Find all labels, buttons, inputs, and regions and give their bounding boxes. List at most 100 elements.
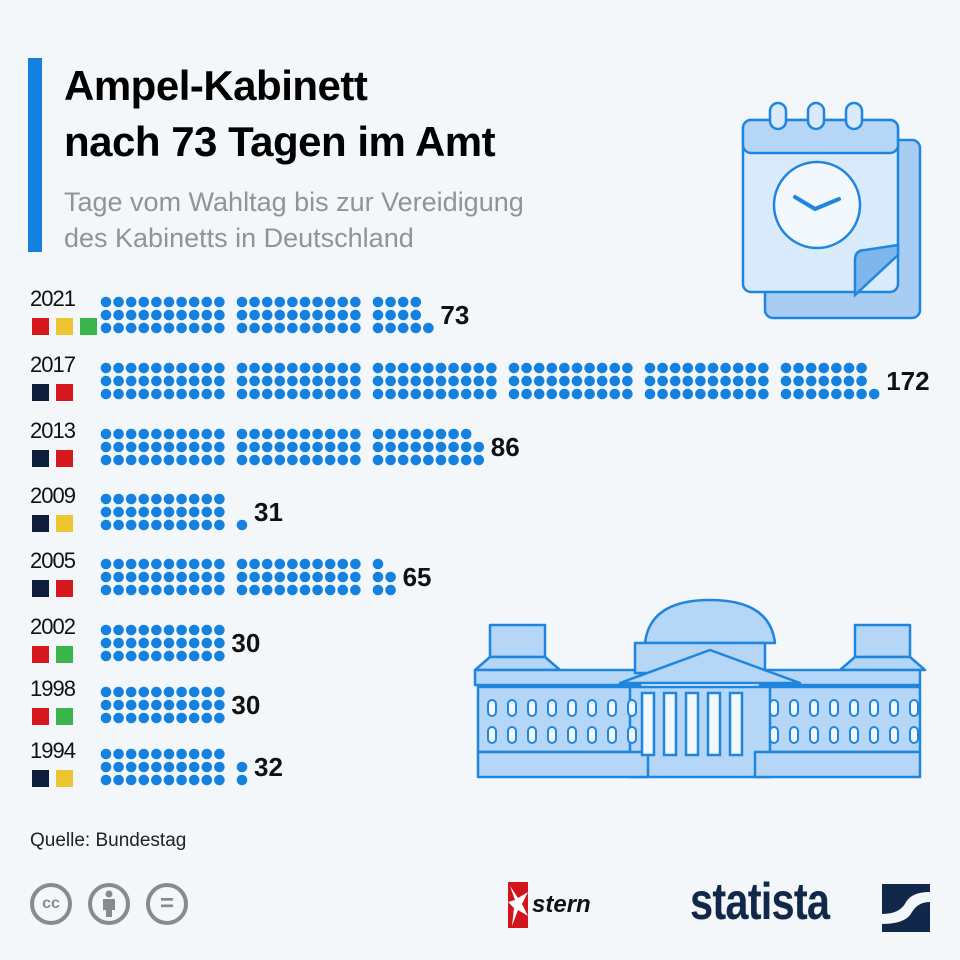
day-dot — [100, 712, 112, 724]
statista-wordmark: statista — [690, 873, 830, 931]
day-dot — [201, 309, 213, 321]
day-dot — [596, 362, 608, 374]
day-dot — [410, 428, 422, 440]
day-dot — [236, 362, 248, 374]
subtitle: Tage vom Wahltag bis zur Vereidigung des… — [64, 184, 524, 256]
day-dot — [138, 637, 150, 649]
no-derivatives-icon: = — [146, 883, 188, 925]
day-dot — [100, 454, 112, 466]
building-window — [627, 699, 637, 717]
calendar-clock-icon — [741, 101, 922, 320]
day-dot — [151, 519, 162, 531]
value-label: 172 — [886, 366, 930, 396]
building-window — [909, 726, 919, 744]
day-dot — [622, 362, 633, 374]
day-dot — [324, 309, 336, 321]
day-dot — [460, 362, 472, 374]
day-dot — [163, 712, 175, 724]
day-dot — [100, 774, 112, 786]
day-dot — [188, 519, 200, 531]
day-dot — [460, 441, 472, 453]
day-dot — [138, 322, 150, 334]
day-dot — [261, 454, 273, 466]
stern-wordmark: stern — [532, 891, 591, 918]
day-dot — [274, 571, 286, 583]
day-dot — [214, 761, 225, 773]
day-dot — [214, 309, 225, 321]
day-dot — [201, 493, 213, 505]
day-dot — [138, 362, 150, 374]
day-dot — [214, 322, 225, 334]
day-dot — [448, 388, 459, 400]
day-dot — [261, 441, 273, 453]
day-dot — [324, 296, 336, 308]
day-dot — [201, 712, 213, 724]
day-dot — [644, 362, 656, 374]
day-dot — [188, 428, 200, 440]
day-dot — [312, 362, 323, 374]
day-dot — [125, 493, 137, 505]
day-dot — [337, 322, 349, 334]
day-dot — [151, 624, 162, 636]
day-dot — [236, 558, 248, 570]
day-dot — [176, 712, 187, 724]
day-dot — [151, 375, 162, 387]
building-window — [547, 726, 557, 744]
day-dot — [138, 441, 150, 453]
day-dot — [707, 375, 719, 387]
coalition-swatches — [32, 318, 97, 335]
day-dot — [100, 637, 112, 649]
day-dot — [337, 571, 349, 583]
day-dot — [176, 774, 187, 786]
day-dot — [644, 388, 656, 400]
day-dot — [176, 428, 187, 440]
day-dot — [385, 571, 396, 583]
day-dot — [324, 322, 336, 334]
day-dot — [596, 388, 608, 400]
day-dot — [473, 388, 485, 400]
building-window — [507, 726, 517, 744]
party-swatch-black — [32, 450, 49, 467]
day-dot — [113, 637, 124, 649]
building-window — [607, 699, 617, 717]
day-dot — [113, 699, 124, 711]
day-dot — [113, 309, 124, 321]
attribution-icon — [88, 883, 130, 925]
day-dot — [410, 309, 422, 321]
building-window — [487, 699, 497, 717]
day-dot — [324, 388, 336, 400]
day-dot — [113, 296, 124, 308]
day-dot — [163, 558, 175, 570]
day-dot — [151, 761, 162, 773]
day-dot — [657, 362, 668, 374]
day-dot — [486, 375, 497, 387]
day-dot — [163, 296, 175, 308]
day-dot — [324, 454, 336, 466]
title-line-2: nach 73 Tagen im Amt — [64, 118, 496, 165]
party-swatch-yellow — [56, 770, 73, 787]
day-dot — [843, 362, 855, 374]
day-dot — [423, 454, 434, 466]
value-label: 65 — [402, 562, 432, 592]
day-dot — [274, 428, 286, 440]
day-dot — [657, 388, 668, 400]
day-dot — [261, 584, 273, 596]
day-dot — [261, 296, 273, 308]
day-dot — [707, 362, 719, 374]
day-dot — [151, 454, 162, 466]
day-dot — [163, 375, 175, 387]
day-dot — [546, 375, 558, 387]
day-dot — [337, 388, 349, 400]
day-dot — [176, 322, 187, 334]
day-dot — [125, 774, 137, 786]
day-dot — [312, 322, 323, 334]
value-label: 31 — [254, 497, 283, 527]
day-dot — [372, 454, 384, 466]
day-dot — [138, 748, 150, 760]
building-window — [527, 699, 537, 717]
day-dot — [236, 309, 248, 321]
day-dot — [350, 322, 361, 334]
day-dot — [622, 375, 633, 387]
day-dot — [397, 309, 409, 321]
day-dot — [856, 388, 867, 400]
